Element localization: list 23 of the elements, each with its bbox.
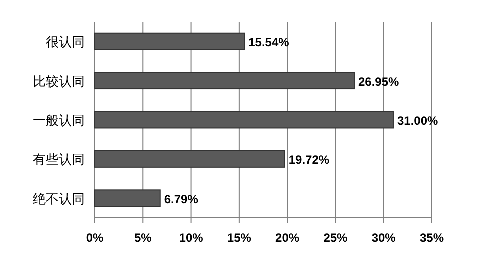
x-tick-label: 10% [179, 231, 204, 245]
x-tick-label: 5% [134, 231, 152, 245]
y-tick-label: 有些认同 [33, 152, 85, 168]
y-tick-label: 很认同 [46, 34, 85, 50]
data-label: 6.79% [164, 192, 199, 206]
data-label: 15.54% [248, 36, 290, 50]
x-tick-label: 35% [420, 231, 444, 245]
y-tick-label: 比较认同 [33, 74, 85, 89]
x-tick-label: 20% [276, 231, 300, 245]
data-label: 26.95% [358, 74, 400, 89]
data-label: 31.00% [397, 114, 439, 128]
bar [94, 72, 355, 90]
x-tick-label: 30% [372, 231, 396, 245]
bar [94, 111, 394, 129]
x-tick-label: 25% [324, 231, 348, 245]
x-tick-label: 15% [227, 231, 252, 245]
y-tick-label: 一般认同 [33, 113, 85, 128]
x-tick-label: 0% [86, 231, 104, 245]
bar [94, 150, 286, 168]
data-label: 19.72% [288, 153, 330, 168]
y-tick-label: 绝不认同 [33, 191, 85, 206]
bar [94, 190, 161, 208]
bar [94, 32, 246, 50]
